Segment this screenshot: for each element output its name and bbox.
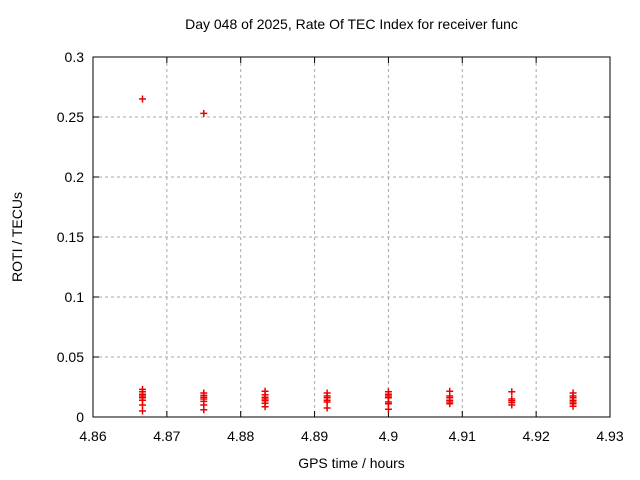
x-tick-label: 4.9: [379, 428, 399, 444]
x-axis-label: GPS time / hours: [298, 455, 405, 471]
y-tick-label: 0.05: [57, 349, 84, 365]
data-point-plus: [138, 407, 146, 415]
x-tick-label: 4.88: [227, 428, 254, 444]
y-tick-label: 0.3: [65, 49, 85, 65]
y-tick-label: 0.25: [57, 109, 84, 125]
x-tick-label: 4.93: [596, 428, 623, 444]
data-point-plus: [508, 401, 516, 409]
data-point-plus: [138, 401, 146, 409]
data-point-plus: [384, 405, 392, 413]
x-tick-label: 4.91: [449, 428, 476, 444]
data-point-plus: [446, 400, 454, 408]
x-tick-label: 4.89: [301, 428, 328, 444]
data-point-plus: [261, 403, 269, 411]
chart-title: Day 048 of 2025, Rate Of TEC Index for r…: [185, 16, 518, 32]
x-tick-label: 4.86: [79, 428, 106, 444]
data-point-plus: [508, 388, 516, 396]
data-point-plus: [323, 404, 331, 412]
y-tick-label: 0: [76, 409, 84, 425]
y-tick-label: 0.2: [65, 169, 85, 185]
data-point-plus: [200, 406, 208, 414]
data-point-plus: [138, 95, 146, 103]
data-point-plus: [323, 398, 331, 406]
y-tick-label: 0.1: [65, 289, 85, 305]
x-tick-label: 4.92: [523, 428, 550, 444]
x-tick-label: 4.87: [153, 428, 180, 444]
y-tick-label: 0.15: [57, 229, 84, 245]
data-point-plus: [569, 402, 577, 410]
data-point-plus: [200, 109, 208, 117]
